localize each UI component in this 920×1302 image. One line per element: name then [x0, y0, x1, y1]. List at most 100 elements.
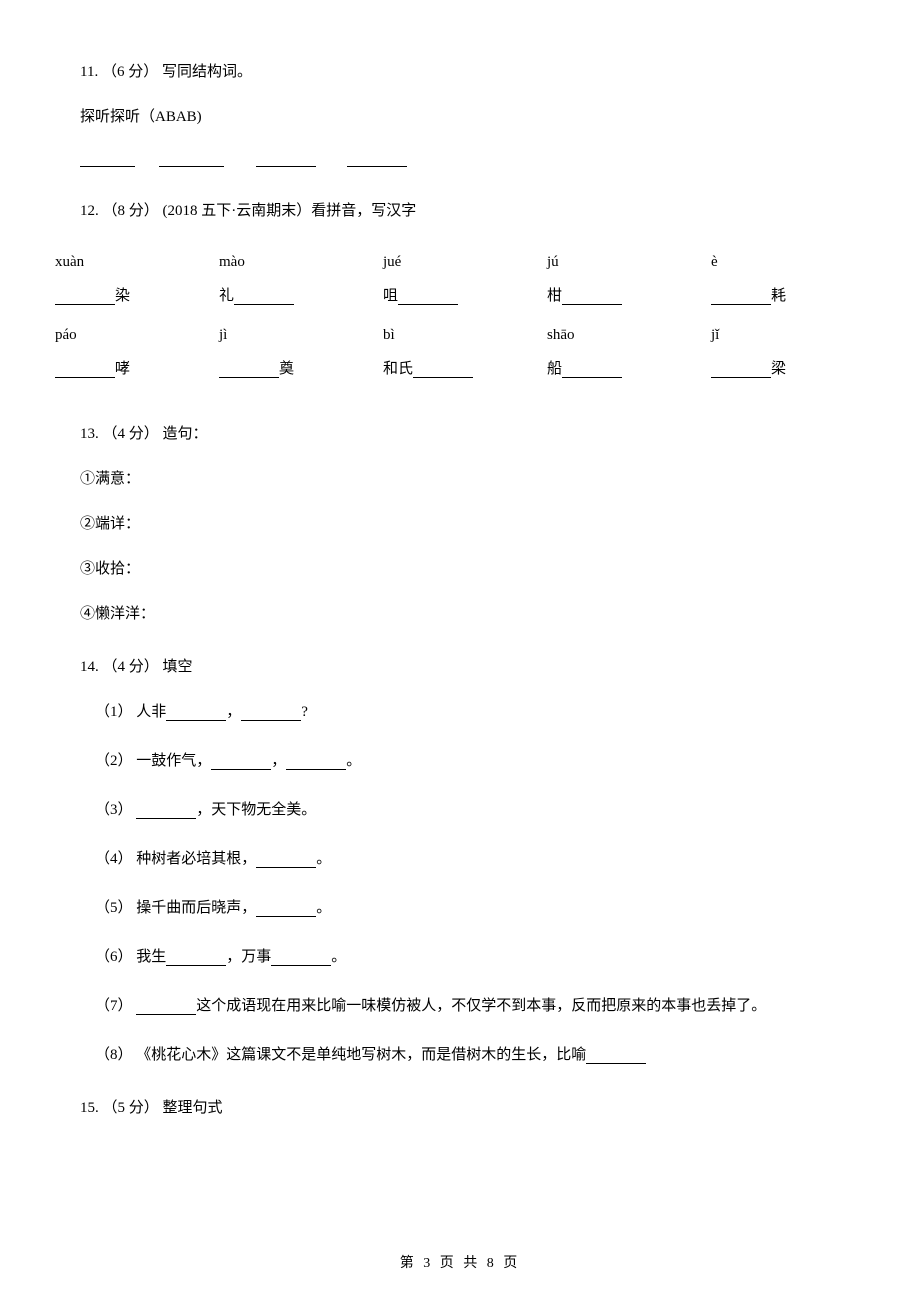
pinyin-cell: páo — [50, 317, 214, 349]
q14-item-3: （3） ，天下物无全美。 — [80, 798, 870, 819]
pinyin-cell: xuàn — [50, 244, 214, 276]
char-text: 梁 — [771, 361, 786, 377]
blank-input[interactable] — [166, 706, 226, 721]
text: 人非 — [133, 704, 167, 720]
q13-item: ③收拾： — [80, 557, 870, 578]
question-14: 14. （4 分） 填空 （1） 人非 ，? （2） 一鼓作气， ， 。 （3） ，天… — [50, 655, 870, 1064]
text: ， — [226, 704, 241, 720]
pinyin-cell: shāo — [542, 317, 706, 349]
blank-input[interactable] — [211, 755, 271, 770]
q13-header: 13. （4 分） 造句： — [80, 422, 870, 443]
text: 我生 — [133, 949, 167, 965]
pinyin-table-wrap: xuàn mào jué jú è 染 礼 咀 柑 耗 páo jì bì sh… — [50, 244, 870, 390]
blank-input[interactable] — [136, 804, 196, 819]
blank-input[interactable] — [166, 951, 226, 966]
blank-input[interactable] — [136, 1000, 196, 1015]
blank-input[interactable] — [562, 363, 622, 378]
blank-input[interactable] — [55, 290, 115, 305]
char-cell: 梁 — [706, 349, 870, 390]
char-cell: 船 — [542, 349, 706, 390]
text: 这个成语现在用来比喻一味模仿被人，不仅学不到本事，反而把原来的本事也丢掉了。 — [196, 998, 766, 1014]
pinyin-cell: jué — [378, 244, 542, 276]
char-text: 礼 — [219, 288, 234, 304]
text: 。 — [331, 949, 346, 965]
blank-input[interactable] — [80, 152, 135, 167]
question-11: 11. （6 分） 写同结构词。 探听探听（ABAB) — [50, 60, 870, 167]
char-cell: 柑 — [542, 276, 706, 317]
pinyin-cell: jǐ — [706, 317, 870, 349]
text: 。 — [346, 753, 361, 769]
blank-input[interactable] — [219, 363, 279, 378]
blank-input[interactable] — [256, 853, 316, 868]
blank-input[interactable] — [711, 290, 771, 305]
char-cell: 奠 — [214, 349, 378, 390]
q11-blanks — [80, 150, 870, 167]
pinyin-table: xuàn mào jué jú è 染 礼 咀 柑 耗 páo jì bì sh… — [50, 244, 870, 390]
q14-header: 14. （4 分） 填空 — [80, 655, 870, 676]
text: 操千曲而后晓声， — [133, 900, 257, 916]
blank-input[interactable] — [562, 290, 622, 305]
q14-item-1: （1） 人非 ，? — [80, 700, 870, 721]
blank-input[interactable] — [55, 363, 115, 378]
q11-example: 探听探听（ABAB) — [80, 105, 870, 126]
q13-item: ②端详： — [80, 512, 870, 533]
text: ? — [301, 704, 308, 720]
pinyin-cell: è — [706, 244, 870, 276]
char-text: 船 — [547, 361, 562, 377]
item-num: （3） — [95, 802, 133, 818]
text: 。 — [316, 851, 331, 867]
char-cell: 礼 — [214, 276, 378, 317]
blank-input[interactable] — [711, 363, 771, 378]
question-12: 12. （8 分） (2018 五下·云南期末）看拼音，写汉字 xuàn mào… — [50, 199, 870, 390]
char-cell: 咀 — [378, 276, 542, 317]
char-text: 奠 — [279, 361, 294, 377]
blank-input[interactable] — [256, 902, 316, 917]
text: 种树者必培其根， — [133, 851, 257, 867]
blank-input[interactable] — [256, 152, 316, 167]
q14-item-8: （8） 《桃花心木》这篇课文不是单纯地写树木，而是借树木的生长，比喻 — [80, 1043, 870, 1064]
text: ， — [271, 753, 286, 769]
blank-input[interactable] — [271, 951, 331, 966]
char-cell: 染 — [50, 276, 214, 317]
blank-input[interactable] — [398, 290, 458, 305]
blank-input[interactable] — [286, 755, 346, 770]
q14-item-7: （7） 这个成语现在用来比喻一味模仿被人，不仅学不到本事，反而把原来的本事也丢掉… — [80, 994, 870, 1015]
q14-item-2: （2） 一鼓作气， ， 。 — [80, 749, 870, 770]
char-text: 染 — [115, 288, 130, 304]
char-text: 耗 — [771, 288, 786, 304]
item-num: （8） — [95, 1047, 133, 1063]
text: 一鼓作气， — [133, 753, 212, 769]
blank-input[interactable] — [413, 363, 473, 378]
text: 。 — [316, 900, 331, 916]
char-cell: 耗 — [706, 276, 870, 317]
char-cell: 哮 — [50, 349, 214, 390]
question-15: 15. （5 分） 整理句式 — [50, 1096, 870, 1117]
char-text: 咀 — [383, 288, 398, 304]
pinyin-cell: jì — [214, 317, 378, 349]
q11-header: 11. （6 分） 写同结构词。 — [80, 60, 870, 81]
item-num: （2） — [95, 753, 133, 769]
pinyin-cell: mào — [214, 244, 378, 276]
q14-item-5: （5） 操千曲而后晓声，。 — [80, 896, 870, 917]
blank-input[interactable] — [234, 290, 294, 305]
blank-input[interactable] — [241, 706, 301, 721]
text: ，天下物无全美。 — [196, 802, 316, 818]
char-cell: 和氏 — [378, 349, 542, 390]
pinyin-cell: jú — [542, 244, 706, 276]
pinyin-row-1: xuàn mào jué jú è — [50, 244, 870, 276]
pinyin-row-2: páo jì bì shāo jǐ — [50, 317, 870, 349]
q14-item-4: （4） 种树者必培其根，。 — [80, 847, 870, 868]
char-text: 哮 — [115, 361, 130, 377]
char-row-1: 染 礼 咀 柑 耗 — [50, 276, 870, 317]
item-num: （1） — [95, 704, 133, 720]
text: 《桃花心木》这篇课文不是单纯地写树木，而是借树木的生长，比喻 — [133, 1047, 587, 1063]
q13-item: ④懒洋洋： — [80, 602, 870, 623]
item-num: （7） — [95, 998, 133, 1014]
q12-header: 12. （8 分） (2018 五下·云南期末）看拼音，写汉字 — [80, 199, 870, 220]
blank-input[interactable] — [586, 1049, 646, 1064]
q14-item-6: （6） 我生，万事。 — [80, 945, 870, 966]
page-footer: 第 3 页 共 8 页 — [0, 1252, 920, 1272]
char-text: 和氏 — [383, 361, 413, 377]
blank-input[interactable] — [159, 152, 224, 167]
blank-input[interactable] — [347, 152, 407, 167]
